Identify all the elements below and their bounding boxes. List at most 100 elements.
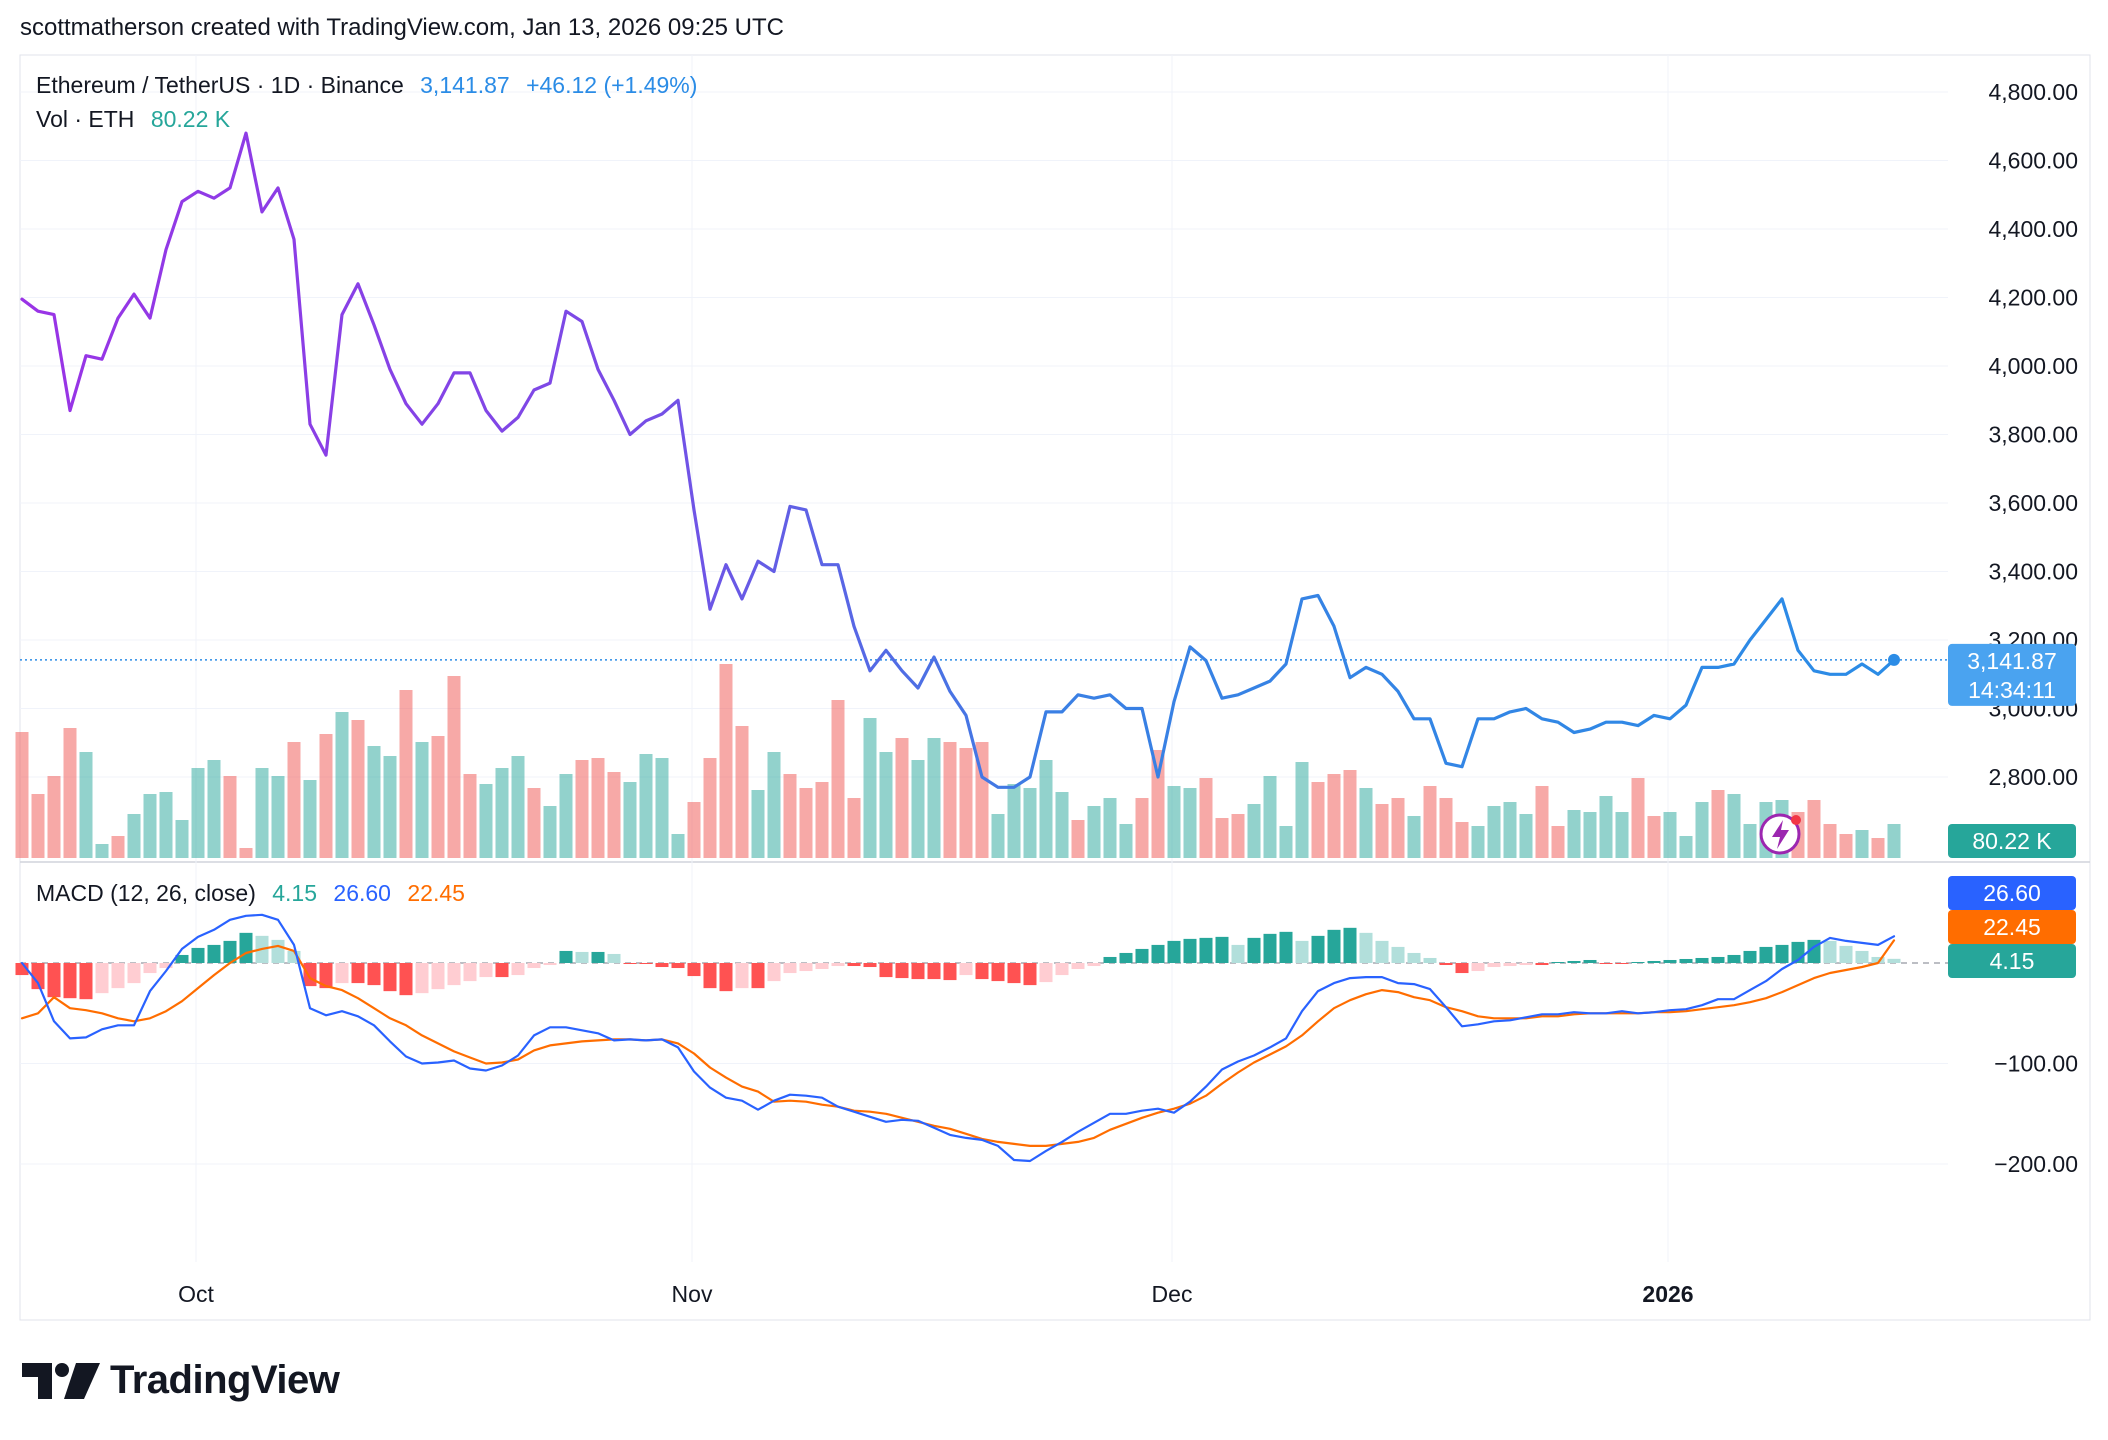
volume-bar bbox=[1215, 818, 1229, 858]
volume-bar bbox=[815, 782, 829, 858]
volume-bar bbox=[1151, 750, 1165, 858]
main-legend[interactable]: Ethereum / TetherUS · 1D · Binance 3,141… bbox=[36, 72, 707, 99]
macd-histogram-bar bbox=[1711, 956, 1725, 963]
volume-bar bbox=[191, 768, 205, 858]
volume-bar bbox=[1423, 786, 1437, 858]
macd-histogram-bar bbox=[879, 963, 893, 978]
macd-histogram-bar bbox=[991, 963, 1005, 982]
volume-bar bbox=[975, 742, 989, 858]
volume-bar bbox=[63, 728, 77, 858]
last-price-tag-text: 3,141.87 bbox=[1967, 648, 2057, 674]
macd-histogram-bar bbox=[783, 963, 797, 974]
price-change: +46.12 (+1.49%) bbox=[526, 72, 698, 98]
macd-histogram-bar bbox=[1231, 944, 1245, 963]
macd-histogram-bar bbox=[79, 963, 93, 1000]
macd-tick-label: −200.00 bbox=[1994, 1151, 2078, 1177]
macd-histogram-bar bbox=[1631, 961, 1645, 963]
volume-bar bbox=[1807, 800, 1821, 858]
price-tick-label: 4,400.00 bbox=[1988, 216, 2078, 242]
time-tick-label: Dec bbox=[1152, 1281, 1193, 1307]
macd-histogram-bar bbox=[1375, 940, 1389, 963]
macd-signal-value: 22.45 bbox=[407, 880, 465, 906]
macd-hist-value: 4.15 bbox=[272, 880, 318, 906]
macd-histogram-bar bbox=[351, 963, 365, 984]
macd-histogram-bar bbox=[735, 963, 749, 989]
macd-histogram-bar bbox=[607, 953, 621, 963]
macd-histogram-bar bbox=[1567, 960, 1581, 963]
macd-histogram-bar bbox=[1087, 963, 1101, 967]
macd-histogram-bar bbox=[479, 963, 493, 978]
macd-histogram-bar bbox=[1359, 932, 1373, 963]
macd-histogram-bar bbox=[927, 963, 941, 980]
last-price-tag: 3,141.87 14:34:11 bbox=[1948, 643, 2076, 706]
macd-histogram-bar bbox=[1871, 956, 1885, 963]
tradingview-logo-text: TradingView bbox=[110, 1358, 340, 1402]
volume-bar bbox=[351, 720, 365, 858]
macd-histogram-bar bbox=[1407, 952, 1421, 963]
macd-histogram-bar bbox=[1199, 937, 1213, 963]
volume-bar bbox=[639, 754, 653, 858]
macd-histogram-bar bbox=[1743, 950, 1757, 963]
macd-histogram-bar bbox=[511, 963, 525, 976]
macd-histogram-bar bbox=[1311, 935, 1325, 963]
macd-histogram-bar bbox=[719, 963, 733, 992]
volume-bar bbox=[1727, 794, 1741, 858]
macd-histogram-bar bbox=[111, 963, 125, 989]
volume-bar bbox=[15, 732, 29, 858]
volume-bar bbox=[911, 760, 925, 858]
macd-signal-tag-bg bbox=[1948, 910, 2076, 944]
macd-histogram-bar bbox=[1727, 954, 1741, 963]
volume-bar bbox=[559, 774, 573, 858]
volume-bar bbox=[255, 768, 269, 858]
last-price-tag-bg bbox=[1948, 643, 2076, 706]
volume-bar bbox=[1023, 788, 1037, 858]
price-series-line bbox=[20, 131, 1896, 789]
macd-histogram-bar bbox=[1007, 963, 1021, 984]
price-tick-label: 4,000.00 bbox=[1988, 353, 2078, 379]
volume-tag: 80.22 K bbox=[1948, 824, 2076, 858]
volume-bar bbox=[1663, 812, 1677, 858]
macd-legend[interactable]: MACD (12, 26, close) 4.15 26.60 22.45 bbox=[36, 880, 475, 907]
macd-histogram-bar bbox=[239, 932, 253, 963]
volume-bar bbox=[1007, 784, 1021, 858]
volume-bar bbox=[31, 794, 45, 858]
volume-bar bbox=[1631, 778, 1645, 858]
price-tick-label: 4,600.00 bbox=[1988, 148, 2078, 174]
volume-bar bbox=[527, 788, 541, 858]
volume-bar bbox=[1087, 806, 1101, 858]
volume-bar bbox=[687, 802, 701, 858]
macd-histogram-bar bbox=[1279, 931, 1293, 963]
macd-histogram-bar bbox=[623, 963, 637, 965]
volume-legend[interactable]: Vol · ETH 80.22 K bbox=[36, 106, 240, 133]
macd-signal-tag: 22.45 bbox=[1948, 910, 2076, 944]
volume-bar bbox=[399, 690, 413, 858]
lightning-icon-dot bbox=[1791, 815, 1801, 825]
macd-histogram-bar bbox=[895, 963, 909, 979]
macd-histogram-bar bbox=[1119, 952, 1133, 963]
volume-bar bbox=[1471, 826, 1485, 858]
macd-histogram-bar bbox=[207, 944, 221, 963]
macd-histogram-bar bbox=[1343, 927, 1357, 963]
volume-bar bbox=[271, 776, 285, 858]
macd-histogram-bar bbox=[575, 951, 589, 963]
volume-bar bbox=[847, 798, 861, 858]
volume-bar bbox=[319, 734, 333, 858]
tradingview-logo-icon bbox=[22, 1362, 100, 1399]
last-price-dot bbox=[1888, 653, 1900, 666]
tradingview-logo[interactable]: TradingView bbox=[22, 1358, 340, 1403]
macd-histogram-bar bbox=[975, 963, 989, 980]
symbol-label: Ethereum / TetherUS · 1D · Binance bbox=[36, 72, 404, 98]
macd-histogram-bar bbox=[751, 963, 765, 989]
volume-bar bbox=[1599, 796, 1613, 858]
macd-histogram-bar bbox=[799, 963, 813, 972]
volume-bar bbox=[1263, 776, 1277, 858]
volume-bar bbox=[207, 760, 221, 858]
macd-histogram-bar bbox=[847, 963, 861, 967]
volume-bar bbox=[367, 746, 381, 858]
macd-histogram-bar bbox=[1695, 957, 1709, 963]
volume-bar bbox=[159, 792, 173, 858]
volume-bar bbox=[127, 814, 141, 858]
macd-histogram-bar bbox=[47, 963, 61, 998]
volume-bar bbox=[719, 664, 733, 858]
